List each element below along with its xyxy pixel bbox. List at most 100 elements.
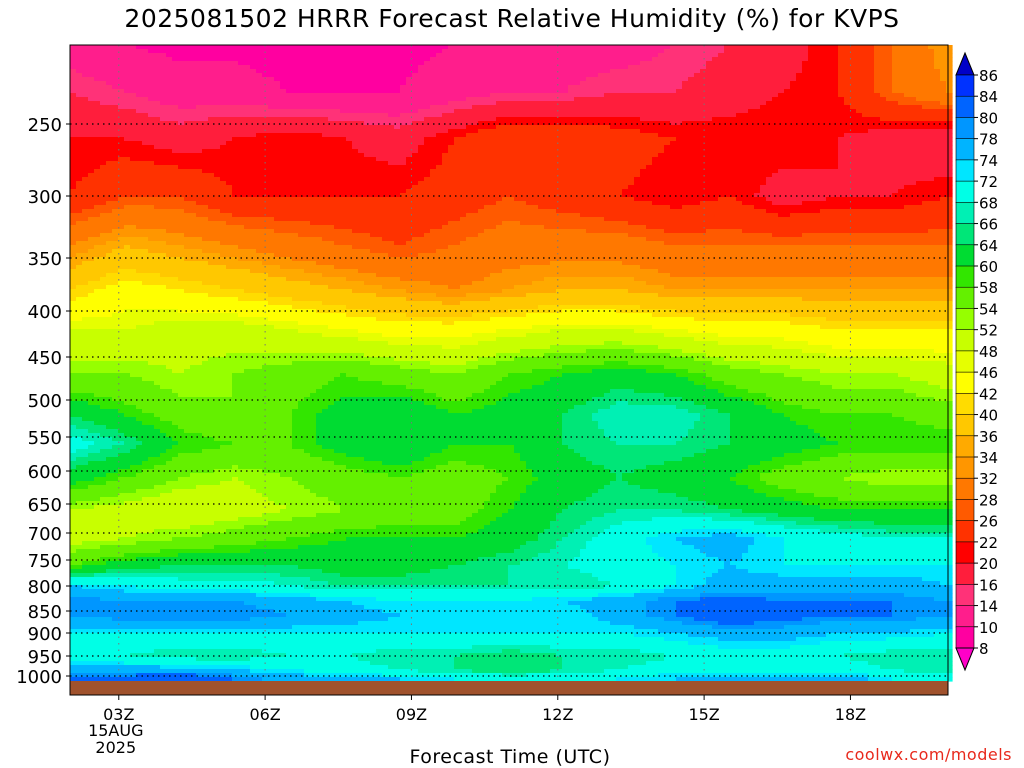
rh-cell (592, 113, 599, 118)
rh-cell (250, 81, 257, 86)
rh-cell (730, 109, 737, 114)
rh-cell (178, 69, 185, 74)
rh-cell (346, 65, 353, 70)
rh-cell (334, 141, 341, 146)
rh-cell (766, 101, 773, 106)
rh-cell (742, 61, 749, 66)
rh-cell (886, 117, 893, 122)
rh-cell (520, 121, 527, 126)
rh-cell (130, 49, 137, 54)
rh-cell (874, 173, 881, 178)
rh-cell (706, 153, 713, 158)
rh-cell (154, 125, 161, 130)
rh-cell (250, 101, 257, 106)
rh-cell (694, 161, 701, 166)
rh-cell (514, 97, 521, 102)
rh-cell (124, 137, 131, 142)
rh-cell (364, 49, 371, 54)
rh-cell (676, 157, 683, 162)
rh-cell (934, 89, 941, 94)
rh-cell (208, 109, 215, 114)
rh-cell (346, 77, 353, 82)
rh-cell (280, 85, 287, 90)
rh-cell (256, 105, 263, 110)
rh-cell (430, 69, 437, 74)
rh-cell (448, 49, 455, 54)
rh-cell (586, 165, 593, 170)
rh-cell (394, 65, 401, 70)
rh-cell (328, 109, 335, 114)
rh-cell (550, 161, 557, 166)
rh-cell (760, 129, 767, 134)
rh-cell (682, 113, 689, 118)
rh-cell (610, 145, 617, 150)
rh-cell (916, 113, 923, 118)
rh-cell (430, 165, 437, 170)
rh-cell (628, 57, 635, 62)
rh-cell (532, 129, 539, 134)
rh-cell (760, 65, 767, 70)
rh-cell (634, 85, 641, 90)
rh-cell (568, 53, 575, 58)
rh-cell (172, 133, 179, 138)
rh-cell (652, 61, 659, 66)
rh-cell (352, 149, 359, 154)
rh-cell (82, 81, 89, 86)
rh-cell (94, 145, 101, 150)
rh-cell (274, 77, 281, 82)
rh-cell (910, 169, 917, 174)
rh-cell (142, 125, 149, 130)
rh-cell (586, 61, 593, 66)
rh-cell (586, 141, 593, 146)
rh-cell (724, 133, 731, 138)
rh-cell (484, 153, 491, 158)
rh-cell (850, 141, 857, 146)
rh-cell (334, 53, 341, 58)
rh-cell (706, 177, 713, 182)
rh-cell (172, 65, 179, 70)
rh-cell (436, 141, 443, 146)
rh-cell (214, 165, 221, 170)
rh-cell (238, 65, 245, 70)
rh-cell (568, 133, 575, 138)
rh-cell (868, 137, 875, 142)
rh-cell (334, 101, 341, 106)
rh-cell (490, 65, 497, 70)
rh-cell (928, 117, 935, 122)
rh-cell (280, 77, 287, 82)
rh-cell (238, 69, 245, 74)
rh-cell (850, 161, 857, 166)
rh-cell (904, 65, 911, 70)
rh-cell (532, 61, 539, 66)
rh-cell (628, 169, 635, 174)
rh-cell (310, 153, 317, 158)
rh-cell (220, 153, 227, 158)
rh-cell (904, 97, 911, 102)
rh-cell (292, 145, 299, 150)
rh-cell (262, 85, 269, 90)
rh-cell (820, 153, 827, 158)
rh-cell (364, 101, 371, 106)
rh-cell (658, 141, 665, 146)
rh-cell (298, 141, 305, 146)
rh-cell (196, 173, 203, 178)
rh-cell (388, 165, 395, 170)
rh-cell (340, 169, 347, 174)
rh-cell (598, 89, 605, 94)
rh-cell (934, 77, 941, 82)
rh-cell (724, 153, 731, 158)
rh-cell (550, 117, 557, 122)
rh-cell (382, 97, 389, 102)
rh-cell (676, 57, 683, 62)
rh-cell (208, 101, 215, 106)
rh-cell (670, 165, 677, 170)
rh-cell (520, 101, 527, 106)
rh-cell (796, 133, 803, 138)
rh-cell (466, 97, 473, 102)
rh-cell (766, 121, 773, 126)
rh-cell (256, 57, 263, 62)
rh-cell (928, 93, 935, 98)
rh-cell (844, 157, 851, 162)
rh-cell (526, 45, 533, 50)
